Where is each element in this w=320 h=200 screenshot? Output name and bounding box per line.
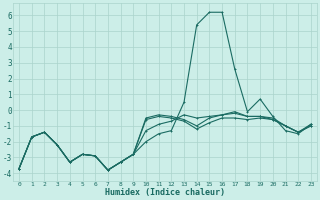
X-axis label: Humidex (Indice chaleur): Humidex (Indice chaleur) [105,188,225,197]
